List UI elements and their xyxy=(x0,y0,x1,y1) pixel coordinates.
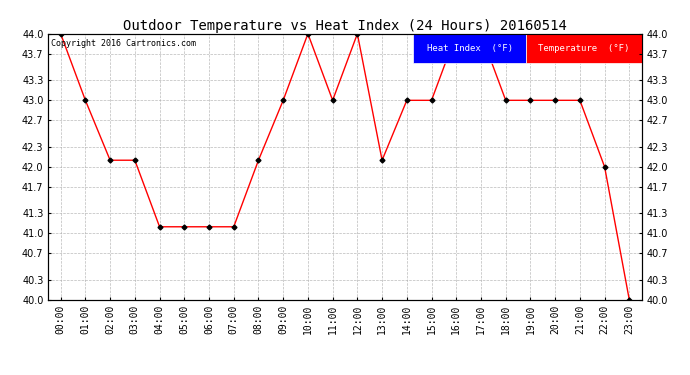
Title: Outdoor Temperature vs Heat Index (24 Hours) 20160514: Outdoor Temperature vs Heat Index (24 Ho… xyxy=(123,19,567,33)
Text: Heat Index  (°F): Heat Index (°F) xyxy=(426,44,513,53)
FancyBboxPatch shape xyxy=(526,34,642,63)
Text: Temperature  (°F): Temperature (°F) xyxy=(538,44,629,53)
Text: Copyright 2016 Cartronics.com: Copyright 2016 Cartronics.com xyxy=(51,39,196,48)
FancyBboxPatch shape xyxy=(413,34,526,63)
